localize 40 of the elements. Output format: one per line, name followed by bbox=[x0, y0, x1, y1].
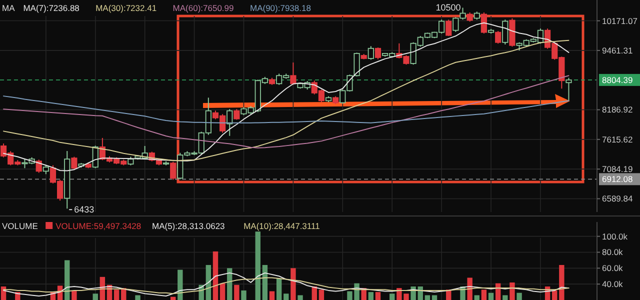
text: MA(60):7650.99 bbox=[172, 3, 234, 13]
text: MA(5):28,313.0623 bbox=[152, 221, 226, 231]
y-tick-label: 9461.31 bbox=[602, 45, 633, 56]
annotation: 6433 bbox=[74, 204, 94, 215]
candlestick bbox=[495, 30, 502, 44]
line-series bbox=[3, 40, 570, 162]
y-tick-label: 60.0k bbox=[602, 263, 624, 274]
y-tick-label: 100.0k bbox=[602, 231, 628, 242]
text: MA(7):7236.88 bbox=[23, 3, 80, 13]
text: MA(30):7232.41 bbox=[96, 3, 157, 13]
candlestick bbox=[446, 19, 452, 37]
candlestick bbox=[368, 46, 374, 60]
y-tick-label: 80.0k bbox=[602, 247, 624, 258]
text: MA(10):28,447.3111 bbox=[244, 221, 320, 231]
text: MA(90):7938.18 bbox=[250, 3, 312, 13]
candlestick bbox=[466, 12, 473, 22]
y-tick-label: 7084.19 bbox=[602, 164, 633, 174]
y-tick-label: 7615.62 bbox=[602, 134, 633, 144]
y-tick-label: 6589.84 bbox=[602, 194, 633, 204]
candlestick bbox=[480, 12, 488, 34]
chart-title: MA bbox=[2, 3, 16, 13]
ref-line-label: 8804.39 bbox=[602, 74, 633, 85]
candlestick bbox=[566, 77, 572, 102]
candlestick bbox=[374, 46, 382, 60]
candlestick bbox=[36, 159, 42, 174]
candlestick bbox=[226, 108, 233, 136]
legend-label: VOLUME:59,497.3428 bbox=[56, 221, 142, 231]
y-tick-label: 8186.92 bbox=[602, 104, 633, 115]
line-series bbox=[3, 75, 570, 148]
line-series bbox=[3, 277, 570, 294]
y-tick-label: 10171.07 bbox=[602, 16, 638, 26]
candlestick bbox=[71, 156, 78, 170]
candlestick bbox=[290, 62, 296, 86]
y-tick-label: 40.0k bbox=[602, 279, 624, 290]
candlestick bbox=[170, 161, 176, 180]
candlestick bbox=[502, 19, 508, 45]
chart-title: VOLUME bbox=[2, 221, 38, 231]
annotation: 10500 bbox=[436, 2, 461, 13]
line-series bbox=[3, 272, 570, 297]
ref-line-label: 6912.08 bbox=[602, 174, 633, 184]
